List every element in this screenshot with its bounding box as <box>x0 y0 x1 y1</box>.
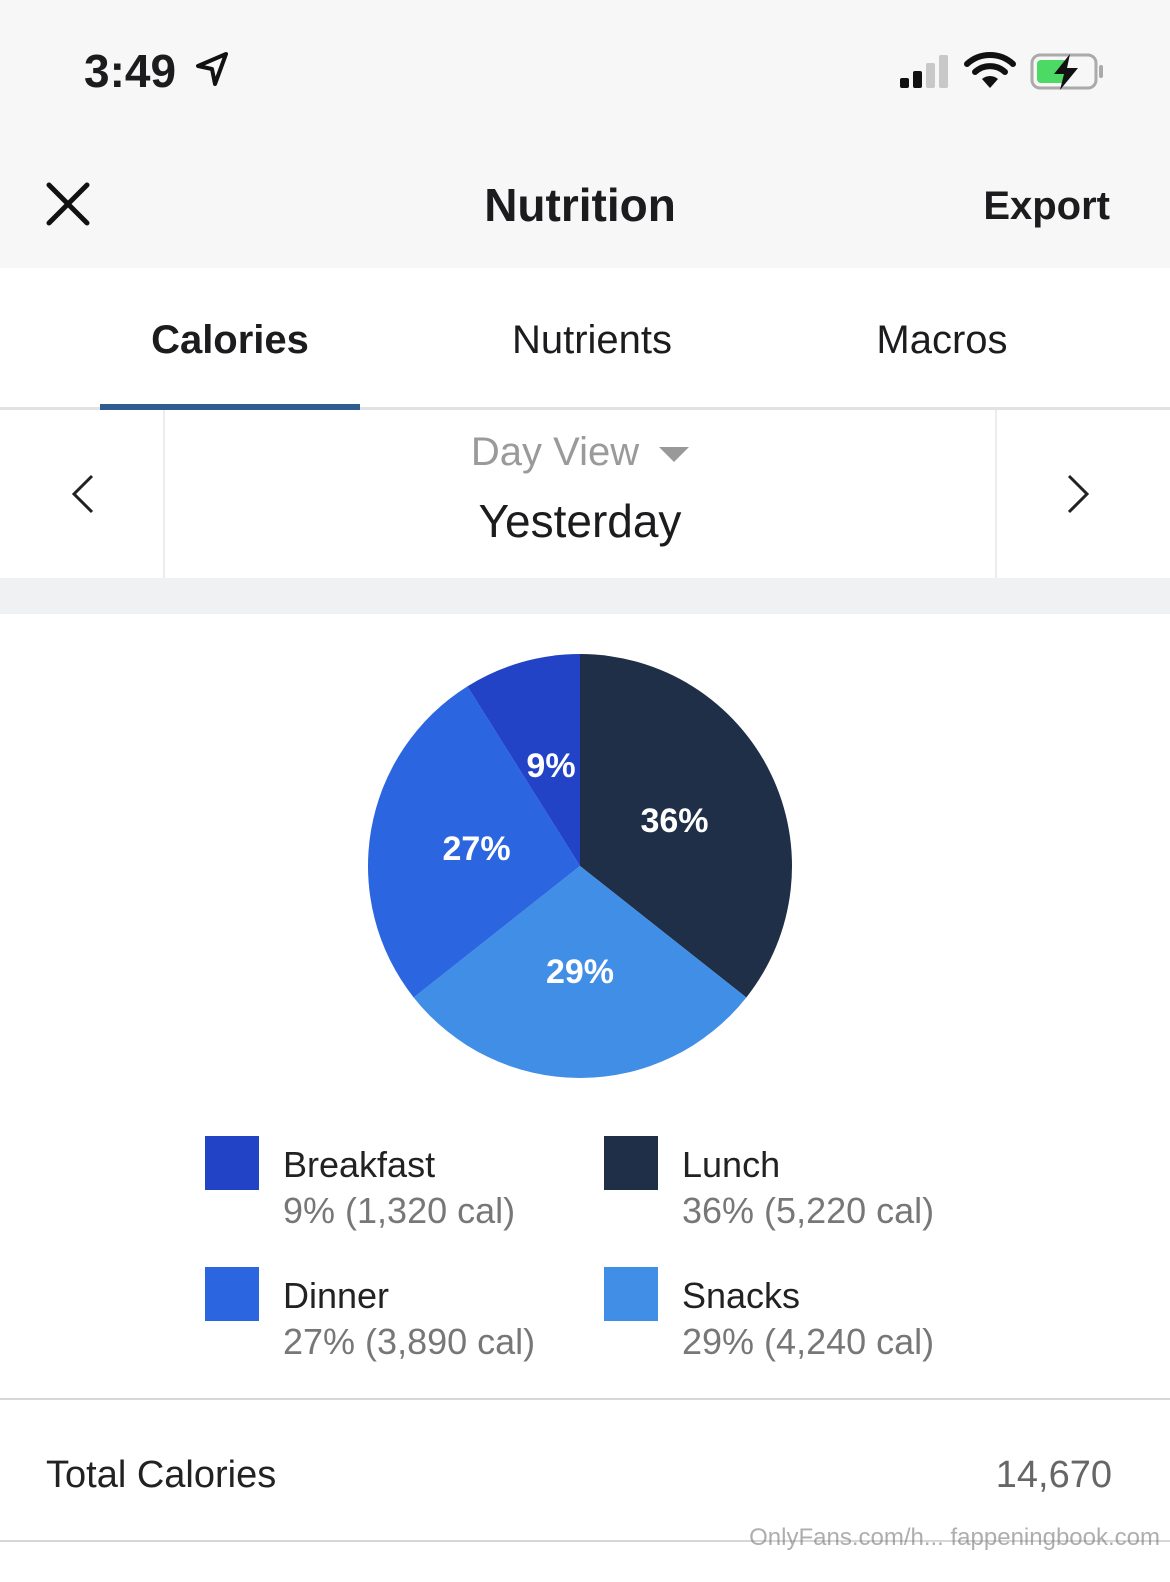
view-mode-label: Day View <box>470 430 640 474</box>
divider <box>0 1540 1170 1542</box>
pie-slice-lunch <box>580 654 792 998</box>
previous-day-button[interactable] <box>0 410 165 578</box>
tab-calories[interactable]: Calories <box>151 318 309 362</box>
page-title: Nutrition <box>484 179 676 231</box>
status-time: 3:49 <box>84 45 177 97</box>
section-separator <box>0 578 1170 614</box>
legend-name: Dinner <box>283 1275 390 1316</box>
pie-label-breakfast: 9% <box>526 747 575 785</box>
legend-name: Lunch <box>682 1144 781 1185</box>
legend-value: 36% (5,220 cal) <box>682 1190 935 1231</box>
pie-label-snacks: 29% <box>546 953 614 991</box>
active-tab-indicator <box>100 404 360 410</box>
pie-label-dinner: 27% <box>443 830 511 868</box>
pie-slice-snacks <box>413 866 747 1078</box>
next-day-button[interactable] <box>995 410 1170 578</box>
view-mode-dropdown[interactable]: Day View <box>0 430 1160 475</box>
divider <box>0 1398 1170 1400</box>
location-arrow-icon <box>196 52 228 86</box>
legend-swatch <box>205 1267 259 1321</box>
pie-slice-breakfast <box>467 654 580 866</box>
legend-item-lunch: Lunch 36% (5,220 cal) <box>604 1136 1004 1246</box>
legend-value: 27% (3,890 cal) <box>283 1321 536 1362</box>
watermark: OnlyFans.com/h... fappeningbook.com <box>749 1524 1160 1551</box>
pie-label-lunch: 36% <box>640 802 708 840</box>
chevron-left-icon <box>71 474 94 514</box>
date-selector: Day View Yesterday <box>0 410 1170 578</box>
legend-value: 9% (1,320 cal) <box>283 1190 516 1231</box>
calories-pie-chart: 36% 29% 27% 9% <box>367 654 792 1078</box>
legend-item-breakfast: Breakfast 9% (1,320 cal) <box>205 1136 605 1246</box>
nav-header: Nutrition Export <box>0 140 1170 268</box>
total-calories-label: Total Calories <box>46 1454 277 1496</box>
export-button[interactable]: Export <box>983 184 1110 228</box>
tab-nutrients[interactable]: Nutrients <box>511 318 673 362</box>
legend-value: 29% (4,240 cal) <box>682 1321 935 1362</box>
pie-slice-dinner <box>367 686 580 998</box>
legend-item-snacks: Snacks 29% (4,240 cal) <box>604 1267 1004 1377</box>
legend-swatch <box>604 1267 658 1321</box>
total-calories-value: 14,670 <box>995 1454 1112 1496</box>
chevron-right-icon <box>1067 474 1090 514</box>
legend-swatch <box>604 1136 658 1190</box>
legend-name: Breakfast <box>283 1144 436 1185</box>
legend-item-dinner: Dinner 27% (3,890 cal) <box>205 1267 605 1377</box>
tab-macros[interactable]: Macros <box>876 318 1008 362</box>
selected-date: Yesterday <box>478 495 682 547</box>
wifi-icon <box>964 52 1016 88</box>
close-icon[interactable] <box>46 182 90 226</box>
legend-swatch <box>205 1136 259 1190</box>
caret-down-icon <box>659 446 690 462</box>
cellular-signal-icon <box>900 55 948 88</box>
status-bar: 3:49 <box>0 0 1170 140</box>
battery-charging-icon <box>1030 53 1103 90</box>
tab-bar: Calories Nutrients Macros <box>0 268 1170 410</box>
legend-name: Snacks <box>682 1275 801 1316</box>
